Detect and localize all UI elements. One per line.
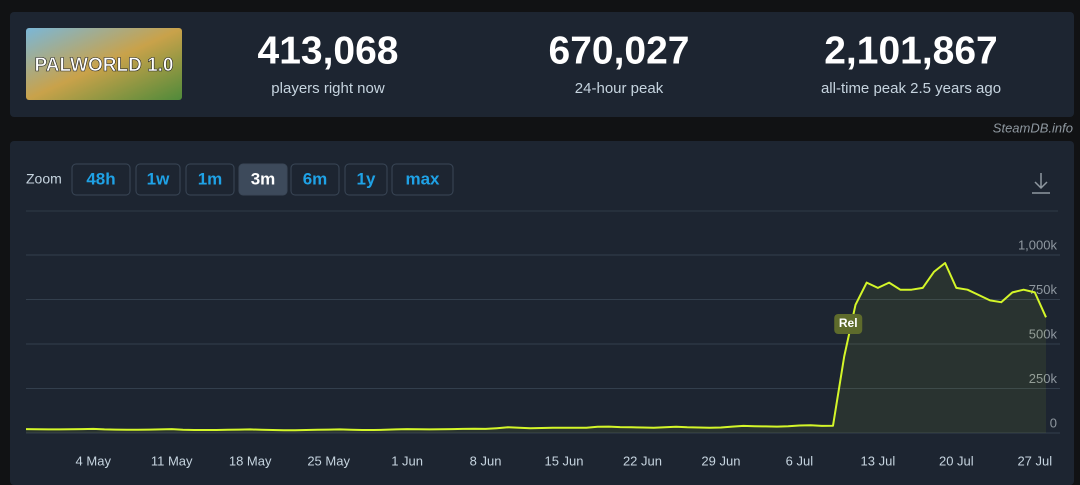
y-tick-label: 1,000k — [1018, 237, 1058, 252]
zoom-button-bg — [185, 163, 235, 196]
line — [25, 262, 1047, 432]
zoom-button-label: max — [405, 169, 440, 188]
x-tick-label: 6 Jul — [786, 453, 814, 468]
download-glyph — [1032, 173, 1050, 194]
y-tick-label: 0 — [1050, 415, 1057, 430]
stat-label: players right now — [271, 80, 385, 97]
zoom-button-bg — [135, 163, 181, 196]
x-tick-label: 27 Jul — [1017, 453, 1052, 468]
zoom-button-label: 1m — [198, 169, 223, 188]
x-tick-label: 20 Jul — [939, 453, 974, 468]
zoom-label: Zoom — [26, 171, 62, 187]
zoom-button-bg — [391, 163, 454, 196]
y-tick-label: 500k — [1029, 326, 1058, 341]
zoom-button-label: 6m — [303, 169, 328, 188]
stat-value: 413,068 — [258, 29, 399, 72]
zoom-button[interactable]: 1w — [135, 163, 181, 196]
zoom-button[interactable]: max — [391, 163, 454, 196]
y-tick-label: 250k — [1029, 371, 1058, 386]
x-tick-label: 29 Jun — [701, 453, 740, 468]
x-tick-label: 22 Jun — [623, 453, 662, 468]
zoom-button-bg — [344, 163, 388, 196]
zoom-button-label: 1y — [357, 169, 376, 188]
annotation-bg — [834, 314, 863, 334]
stats-panel — [10, 12, 1074, 117]
zoom-button-label: 48h — [86, 169, 115, 188]
zoom-button-bg — [238, 163, 288, 196]
stat-label: all-time peak 2.5 years ago — [821, 80, 1001, 97]
x-tick-label: 25 May — [307, 453, 350, 468]
stat-value: 2,101,867 — [824, 29, 998, 72]
annotation: Rel — [839, 316, 858, 330]
x-tick-label: 18 May — [229, 453, 272, 468]
line-area — [26, 263, 1046, 433]
zoom-button[interactable]: 3m — [238, 163, 288, 196]
zoom-button-bg — [290, 163, 340, 196]
x-tick-label: 8 Jun — [470, 453, 502, 468]
zoom-button[interactable]: 1y — [344, 163, 388, 196]
zoom-button-label: 3m — [251, 169, 276, 188]
chart-panel — [10, 141, 1074, 485]
x-tick-label: 15 Jun — [544, 453, 583, 468]
zoom-button[interactable]: 6m — [290, 163, 340, 196]
zoom-button-bg — [71, 163, 131, 196]
x-tick-label: 11 May — [151, 453, 193, 468]
zoom-button-label: 1w — [147, 169, 170, 188]
stat-label: 24-hour peak — [575, 80, 664, 97]
x-tick-label: 1 Jun — [391, 453, 423, 468]
credit: SteamDB.info — [993, 120, 1073, 135]
download-icon[interactable] — [1032, 173, 1050, 194]
x-tick-label: 4 May — [76, 453, 112, 468]
game-image-title: PALWORLD 1.0 — [35, 55, 174, 76]
zoom-button[interactable]: 48h — [71, 163, 131, 196]
zoom-button[interactable]: 1m — [185, 163, 235, 196]
game-image — [26, 28, 182, 100]
stat-value: 670,027 — [549, 29, 690, 72]
x-tick-label: 13 Jul — [861, 453, 896, 468]
